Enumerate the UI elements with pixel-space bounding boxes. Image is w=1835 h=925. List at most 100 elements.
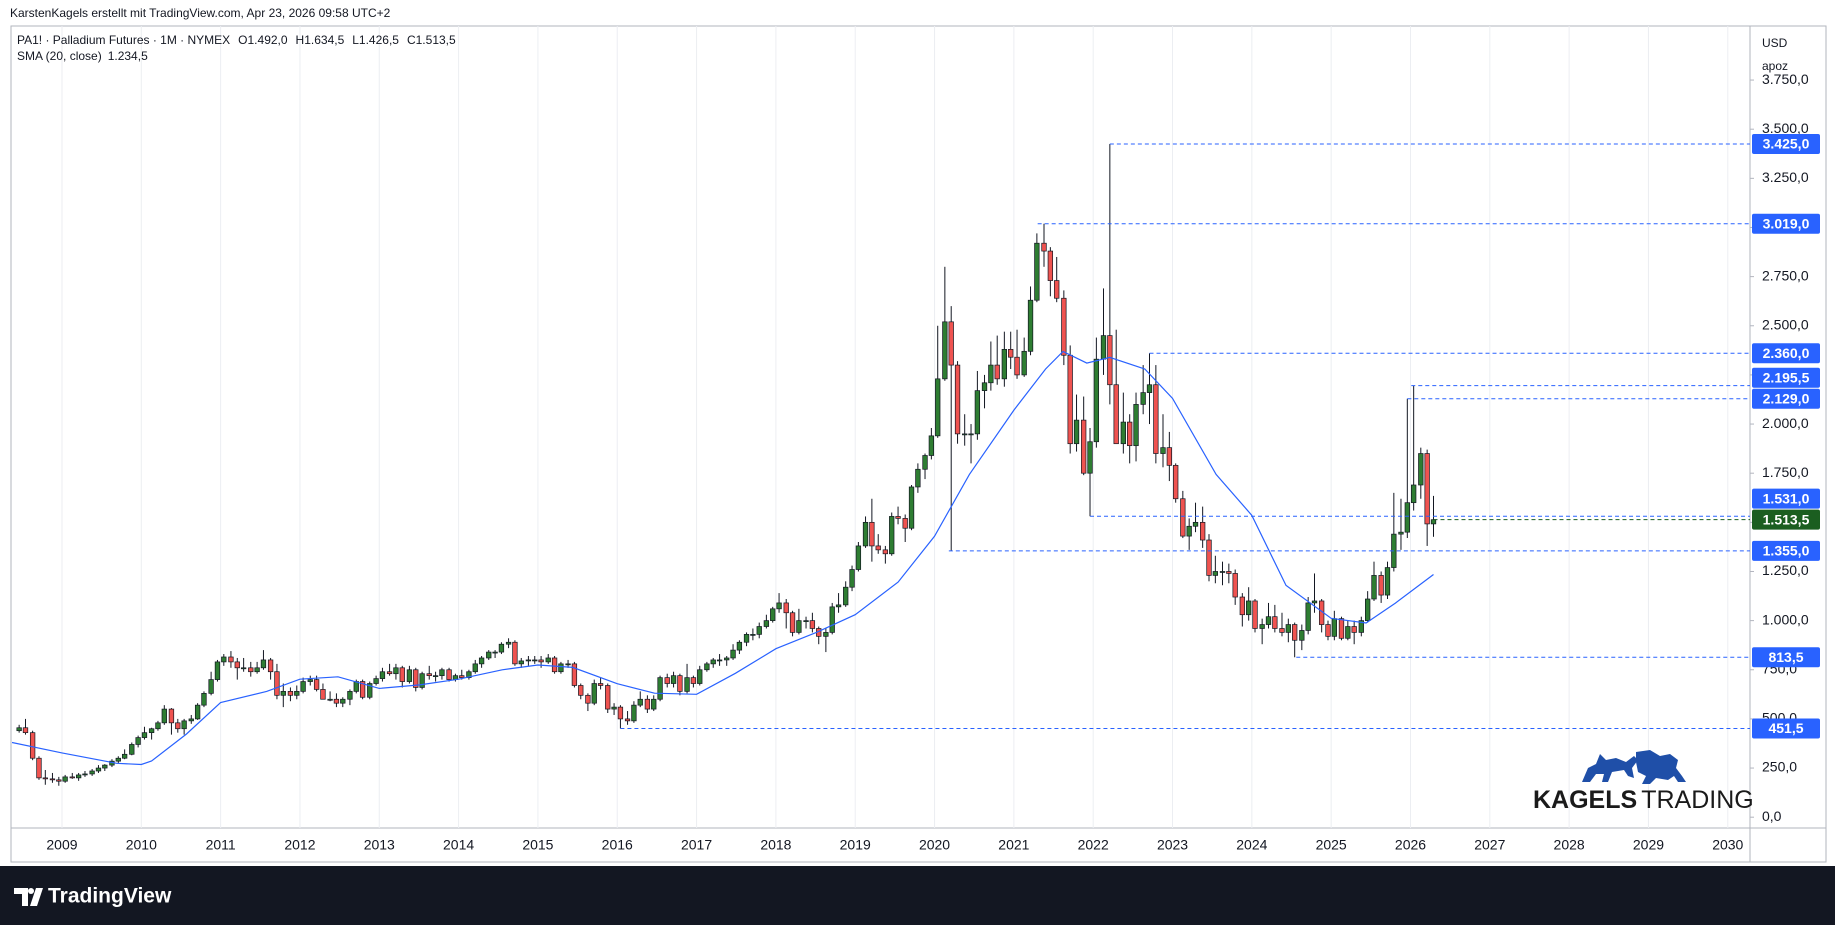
candle-body [558, 663, 564, 673]
ohlc-value: O1.492,0 [238, 33, 288, 47]
candle-body [783, 602, 789, 614]
candle-body [141, 732, 148, 738]
candle-body [1146, 384, 1153, 393]
candle-body [512, 641, 518, 665]
candle-body [1259, 624, 1265, 629]
candle-body [1398, 531, 1404, 535]
candle-body [862, 521, 869, 547]
sma-line [12, 350, 1434, 766]
candle-body [1219, 571, 1226, 573]
candle-body [889, 516, 895, 555]
x-tick-label: 2030 [1712, 837, 1743, 853]
y-tick-label: 250,0 [1762, 759, 1797, 775]
x-tick-label: 2018 [760, 837, 791, 853]
x-tick-label: 2029 [1633, 837, 1664, 853]
candle-body [716, 659, 723, 662]
candle-body [935, 378, 941, 437]
candle-body [129, 744, 135, 755]
candle-body [928, 435, 935, 456]
candle-body [736, 641, 743, 651]
grid [61, 26, 1729, 828]
candle-body [56, 779, 62, 782]
candle-body [750, 634, 756, 636]
sma-value: 1.234,5 [108, 49, 148, 63]
watermark-logo: KAGELS TRADING [1533, 750, 1754, 814]
candle-body [942, 321, 948, 380]
candle-body [1192, 521, 1199, 527]
candle-body [194, 704, 201, 720]
sma-name: SMA (20, close) [17, 49, 102, 63]
price-tag-label: 1.513,5 [1763, 511, 1810, 527]
x-tick-label: 2021 [998, 837, 1029, 853]
candle-body [472, 663, 478, 673]
candle-body [697, 669, 703, 684]
candle-body [1001, 349, 1007, 380]
candle-body [181, 720, 187, 730]
candle-body [1061, 297, 1067, 356]
candle-body [36, 757, 42, 779]
x-tick-label: 2014 [443, 837, 474, 853]
price-tag [1752, 133, 1820, 154]
price-tag-label: 2.195,5 [1763, 369, 1810, 385]
candle-body [228, 656, 234, 663]
candle-body [287, 691, 294, 696]
candle-body [320, 689, 326, 700]
candle-body [664, 677, 670, 684]
candle-body [373, 678, 379, 684]
candle-body [379, 671, 386, 679]
candle-body [1120, 421, 1126, 445]
candle-body [1100, 335, 1107, 360]
candle-body [498, 643, 505, 653]
price-tag [1752, 540, 1820, 561]
candle-body [1279, 628, 1285, 633]
candle-body [267, 659, 274, 673]
candle-body [478, 657, 485, 665]
x-tick-label: 2020 [919, 837, 950, 853]
candle-body [829, 606, 835, 633]
candle-body [1067, 354, 1073, 445]
x-tick-label: 2011 [206, 837, 236, 853]
candle-body [333, 698, 340, 704]
y-tick-label: 3.750,0 [1762, 71, 1809, 87]
candle-body [393, 667, 399, 675]
logo-brand: KAGELS [1533, 786, 1637, 814]
candle-body [994, 364, 1000, 380]
candle-body [367, 683, 373, 698]
candle-body [532, 659, 538, 662]
candle-body [327, 698, 333, 701]
candle-body [466, 671, 472, 678]
x-tick-label: 2015 [522, 837, 553, 853]
candle-body [1418, 453, 1424, 486]
bull-icon [1582, 754, 1638, 782]
candle-body [486, 651, 492, 659]
x-tick-label: 2012 [284, 837, 315, 853]
x-tick-label: 2009 [46, 837, 77, 853]
candle-body [968, 433, 974, 436]
candle-body [1272, 616, 1278, 629]
candle-body [1299, 630, 1305, 641]
candle-body [248, 667, 254, 673]
candle-body [1186, 525, 1192, 537]
candle-body [1093, 358, 1100, 443]
candle-body [637, 698, 643, 706]
candle-body [1371, 575, 1377, 600]
candle-body [1133, 404, 1139, 447]
candle-body [756, 626, 762, 635]
candle-body [670, 675, 677, 684]
candle-body [406, 669, 413, 682]
x-tick-label: 2027 [1474, 837, 1505, 853]
candle-body [585, 694, 591, 704]
candle-body [1246, 600, 1252, 616]
candle-body [624, 718, 631, 722]
candle-body [908, 486, 915, 529]
candle-body [1047, 250, 1054, 281]
candle-body [115, 757, 121, 762]
candle-body [1200, 521, 1206, 541]
candle-body [419, 673, 425, 688]
price-tag-label: 2.129,0 [1763, 390, 1810, 406]
price-tag-label: 2.360,0 [1763, 345, 1810, 361]
candle-body [1292, 624, 1298, 641]
candle-body [796, 620, 802, 633]
candle-body [340, 698, 346, 704]
candle-body [551, 657, 558, 673]
